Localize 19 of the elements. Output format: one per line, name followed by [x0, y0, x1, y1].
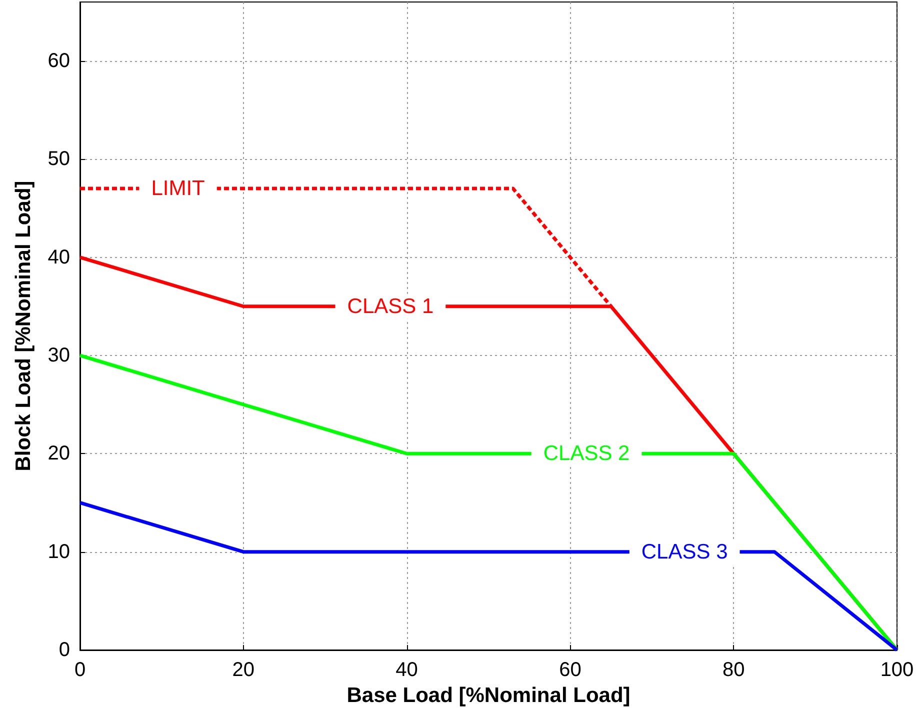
- y-tick-label: 50: [48, 148, 70, 170]
- x-tick-label: 0: [74, 659, 86, 681]
- y-tick-label: 30: [48, 344, 70, 366]
- y-axis-title: Block Load [%Nominal Load]: [12, 180, 35, 472]
- y-tick-label: 40: [48, 246, 70, 268]
- x-tick-label: 20: [232, 659, 255, 681]
- series-label: LIMIT: [151, 177, 206, 200]
- series-label: CLASS 1: [347, 294, 434, 318]
- series-label: CLASS 2: [543, 442, 630, 466]
- x-tick-label: 80: [722, 659, 745, 681]
- series-label: CLASS 3: [641, 540, 728, 564]
- x-tick-label: 40: [396, 659, 418, 681]
- y-tick-label: 60: [48, 50, 70, 72]
- x-tick-label: 60: [559, 659, 582, 681]
- y-tick-label: 0: [58, 639, 70, 661]
- x-tick-label: 100: [880, 659, 914, 681]
- x-axis-title: Base Load [%Nominal Load]: [346, 684, 630, 707]
- y-tick-label: 10: [48, 540, 70, 563]
- y-tick-label: 20: [48, 442, 70, 465]
